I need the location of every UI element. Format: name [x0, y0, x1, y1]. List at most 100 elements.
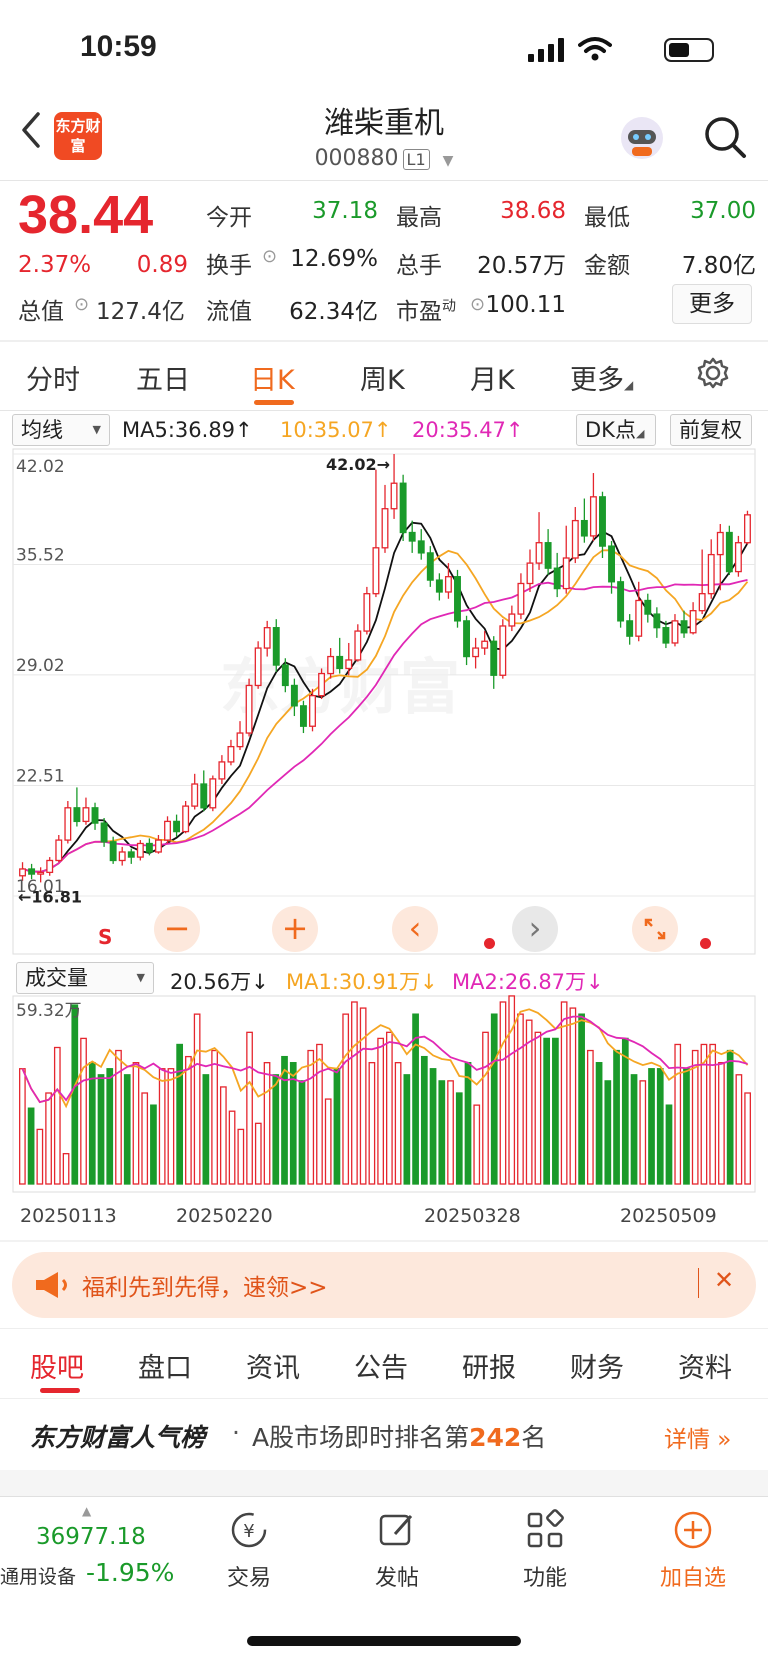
tab-announcements[interactable]: 公告	[354, 1353, 408, 1384]
tab-research[interactable]: 研报	[462, 1353, 516, 1384]
stock-code: 000880	[314, 146, 399, 171]
y-tick-label: 16.01	[16, 877, 65, 897]
candle-body	[372, 547, 380, 595]
volume-bar	[683, 1068, 690, 1185]
stock-code-row[interactable]: 000880 L1 ▼	[0, 146, 768, 171]
tab-weekly-k[interactable]: 周K	[360, 365, 405, 396]
nav-trade[interactable]: ¥ 交易	[194, 1508, 304, 1592]
candle-body	[508, 613, 516, 627]
volume-bar	[88, 1062, 96, 1185]
tab-more[interactable]: 更多◢	[570, 365, 634, 396]
adjust-select[interactable]: 前复权	[670, 414, 752, 446]
market-level-badge: L1	[402, 149, 430, 170]
candle-body	[653, 613, 661, 629]
candle-body	[318, 672, 326, 697]
volume-bar	[219, 1086, 227, 1185]
candle-body	[64, 807, 72, 841]
candle-body	[426, 552, 434, 581]
pe-value: 100.11	[485, 292, 566, 318]
volume-bar	[517, 1013, 524, 1185]
candle-body	[118, 851, 126, 862]
ma-select[interactable]: 均线 ▼	[12, 414, 110, 446]
tab-order-book[interactable]: 盘口	[138, 1353, 192, 1384]
change-amount: 0.89	[136, 252, 188, 278]
y-tick-label: 29.02	[16, 656, 65, 676]
candle-body	[490, 640, 498, 676]
volume-bar	[525, 1019, 533, 1185]
info-icon[interactable]: ⊙	[74, 294, 90, 315]
next-button[interactable]: ›	[512, 906, 558, 952]
settings-gear-icon[interactable]	[696, 356, 730, 390]
mktcap-value: 127.4亿	[96, 299, 185, 325]
assistant-avatar-icon[interactable]	[618, 114, 666, 162]
x-tick-label: 20250328	[424, 1205, 521, 1227]
dk-point-select[interactable]: DK点◢	[576, 414, 656, 446]
volume-bar	[499, 1001, 507, 1185]
volume-chart[interactable]: 59.32万 20250113 20250220 20250328 20250509	[0, 994, 768, 1238]
volume-bar	[80, 1037, 87, 1185]
volume-bar	[656, 1068, 664, 1185]
tab-intraday[interactable]: 分时	[26, 365, 80, 396]
nav-add-watchlist[interactable]: 加自选	[638, 1508, 748, 1592]
max-price-label: 42.02→	[326, 455, 390, 474]
candle-body	[599, 496, 606, 547]
search-icon[interactable]	[702, 114, 748, 160]
previous-button[interactable]: ‹	[392, 906, 438, 952]
back-button[interactable]	[18, 110, 44, 150]
nav-post[interactable]: 发帖	[342, 1508, 452, 1592]
volume-bar	[368, 1062, 376, 1185]
promo-banner[interactable]: 福利先到先得，速领>> ✕	[12, 1252, 756, 1318]
volume-bar	[534, 1031, 542, 1185]
tab-five-day[interactable]: 五日	[136, 365, 190, 396]
expand-up-icon[interactable]: ▲	[82, 1504, 92, 1518]
volume-bar	[735, 1074, 743, 1185]
candle-body	[182, 805, 190, 833]
banner-close-button[interactable]: ✕	[714, 1266, 735, 1294]
candle-body	[46, 859, 54, 874]
ranking-detail-link[interactable]: 详情 »	[664, 1427, 732, 1453]
current-price: 38.44	[18, 185, 154, 245]
info-icon[interactable]: ⊙	[470, 294, 486, 315]
candlestick-chart[interactable]: 东方财富 42.0235.5229.0222.5116.0142.02→←16.…	[0, 448, 768, 956]
candle-body	[689, 610, 697, 634]
nav-functions[interactable]: 功能	[490, 1508, 600, 1592]
tab-monthly-k[interactable]: 月K	[470, 365, 515, 396]
candle-body	[472, 647, 480, 658]
volume-bar	[700, 1043, 708, 1185]
volume-bar	[665, 1104, 673, 1185]
volume-bar	[176, 1043, 184, 1185]
candle-body	[481, 640, 489, 649]
candle-body	[309, 694, 316, 727]
svg-text:¥: ¥	[243, 1521, 254, 1542]
high-value: 38.68	[500, 198, 566, 224]
info-icon[interactable]: ⊙	[262, 246, 278, 267]
tab-profile[interactable]: 资料	[678, 1353, 732, 1384]
zoom-out-button[interactable]: −	[154, 906, 200, 952]
section-gap	[0, 1470, 768, 1496]
volume-bar	[543, 1037, 551, 1185]
volume-bar	[254, 1122, 262, 1185]
candle-body	[127, 851, 135, 858]
tab-forum[interactable]: 股吧	[30, 1353, 84, 1384]
candle-body	[399, 482, 407, 534]
candle-body	[55, 839, 63, 862]
volume-bar	[263, 1062, 271, 1185]
stock-name: 潍柴重机	[324, 106, 444, 141]
zoom-in-button[interactable]: +	[272, 906, 318, 952]
more-button[interactable]: 更多	[672, 284, 752, 324]
volume-bar	[438, 1080, 446, 1185]
tab-finance[interactable]: 财务	[570, 1353, 624, 1384]
volume-bar	[464, 1062, 472, 1185]
fullscreen-icon	[644, 918, 666, 940]
candle-body	[145, 842, 153, 853]
volume-indicator-select[interactable]: 成交量 ▼	[16, 962, 154, 994]
tab-news[interactable]: 资讯	[246, 1353, 300, 1384]
volume-bar	[744, 1092, 751, 1185]
candle-body	[254, 647, 262, 687]
volume-bar	[709, 1043, 717, 1185]
low-value: 37.00	[690, 198, 756, 224]
candle-body	[608, 545, 616, 583]
volume-bar	[508, 995, 516, 1185]
tab-daily-k[interactable]: 日K	[250, 365, 295, 396]
fullscreen-button[interactable]	[632, 906, 678, 952]
